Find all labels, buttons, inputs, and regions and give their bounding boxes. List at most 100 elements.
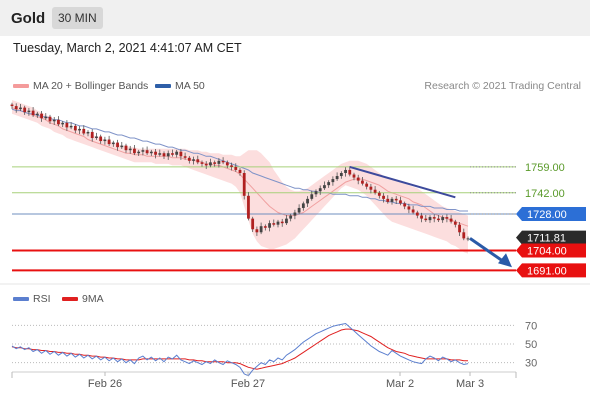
legend-ma9-swatch bbox=[62, 297, 78, 301]
candle bbox=[111, 142, 115, 145]
candle bbox=[373, 189, 377, 193]
trendline bbox=[349, 165, 456, 199]
candle bbox=[247, 195, 250, 219]
candle bbox=[187, 157, 191, 161]
candle bbox=[293, 212, 297, 216]
candle bbox=[369, 186, 373, 190]
level-tag-4 bbox=[516, 243, 586, 258]
candle bbox=[217, 160, 221, 164]
level-label-5: 1691.00 bbox=[527, 265, 567, 277]
candle bbox=[437, 218, 440, 221]
candle bbox=[141, 150, 145, 152]
candle bbox=[57, 119, 60, 125]
level-label-0: 1759.00 bbox=[525, 162, 565, 174]
candle bbox=[61, 122, 65, 125]
candle bbox=[175, 151, 179, 155]
candle bbox=[327, 182, 331, 186]
x-tick-label: Mar 3 bbox=[456, 378, 484, 390]
candle bbox=[407, 206, 411, 210]
candle bbox=[318, 188, 322, 192]
candle bbox=[276, 221, 280, 225]
x-tick-label: Feb 27 bbox=[231, 378, 265, 390]
candle bbox=[44, 116, 48, 119]
candle bbox=[48, 116, 52, 122]
candle bbox=[19, 107, 22, 110]
candle bbox=[420, 215, 423, 219]
datetime-label: Tuesday, March 2, 2021 4:41:07 AM CET bbox=[13, 41, 242, 55]
candle bbox=[166, 153, 170, 157]
candle bbox=[399, 200, 402, 204]
candle bbox=[82, 128, 86, 134]
candle bbox=[103, 139, 107, 142]
interval-button[interactable]: 30 MIN bbox=[52, 7, 103, 29]
legend-rsi-swatch bbox=[13, 297, 29, 301]
level-label-3: 1711.81 bbox=[527, 233, 566, 245]
candle bbox=[382, 195, 385, 199]
candle bbox=[225, 162, 229, 166]
candle bbox=[339, 172, 343, 177]
candle bbox=[86, 131, 90, 134]
candle bbox=[280, 221, 284, 224]
candle bbox=[453, 221, 457, 225]
candle bbox=[65, 122, 69, 128]
candle bbox=[323, 185, 326, 189]
instrument-title: Gold bbox=[11, 10, 46, 27]
candle bbox=[449, 218, 453, 222]
candle bbox=[242, 172, 246, 196]
candle bbox=[204, 163, 208, 166]
candle bbox=[458, 224, 461, 233]
candle bbox=[365, 183, 369, 187]
header-bar: Gold 30 MIN bbox=[0, 0, 590, 36]
candle bbox=[116, 142, 119, 148]
candle bbox=[259, 226, 263, 233]
candle bbox=[137, 151, 141, 154]
forecast-arrow-shaft bbox=[469, 237, 507, 265]
candle bbox=[411, 209, 415, 213]
candles bbox=[10, 102, 470, 242]
candle bbox=[285, 218, 288, 224]
candle bbox=[95, 136, 98, 139]
candle bbox=[263, 226, 267, 228]
candle bbox=[344, 169, 347, 173]
candle bbox=[306, 198, 309, 204]
candle bbox=[441, 217, 445, 221]
candle bbox=[124, 145, 128, 151]
candle bbox=[268, 223, 271, 228]
candle bbox=[107, 139, 111, 145]
candle bbox=[120, 145, 124, 148]
candle bbox=[432, 217, 436, 219]
copyright-label: Research © 2021 Trading Central bbox=[424, 80, 581, 92]
candle bbox=[90, 131, 94, 139]
legend-ma9: 9MA bbox=[82, 293, 104, 305]
level-label-4: 1704.00 bbox=[527, 246, 567, 258]
candle bbox=[145, 150, 149, 154]
level-tag-5 bbox=[516, 263, 586, 278]
candle bbox=[386, 198, 390, 202]
candle bbox=[314, 191, 318, 195]
candle bbox=[466, 238, 470, 240]
candle bbox=[99, 136, 103, 142]
candle bbox=[213, 162, 217, 164]
candle bbox=[356, 177, 360, 181]
candle bbox=[352, 174, 356, 178]
candle bbox=[289, 215, 293, 219]
candle bbox=[196, 159, 200, 163]
level-label-2: 1728.00 bbox=[527, 209, 567, 221]
x-tick-label: Mar 2 bbox=[386, 378, 414, 390]
candle bbox=[128, 148, 132, 151]
candle bbox=[415, 212, 419, 216]
candle bbox=[255, 229, 259, 233]
candle bbox=[31, 110, 35, 116]
candle bbox=[23, 107, 27, 113]
candle bbox=[14, 106, 18, 110]
candle bbox=[78, 128, 81, 131]
legend-ma50-swatch bbox=[155, 84, 171, 88]
candle bbox=[238, 169, 242, 173]
legend-ma50: MA 50 bbox=[175, 80, 205, 92]
candle bbox=[200, 162, 204, 164]
candle bbox=[10, 104, 14, 107]
candle bbox=[179, 151, 183, 157]
candle bbox=[40, 113, 43, 119]
candle bbox=[331, 179, 335, 183]
